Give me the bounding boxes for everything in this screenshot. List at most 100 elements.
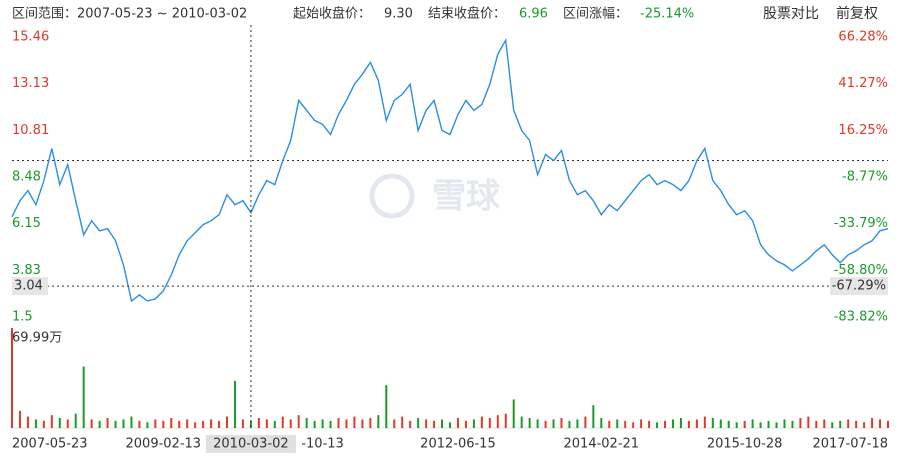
- price-line: [11, 37, 889, 303]
- volume-bar: [847, 419, 850, 428]
- volume-bar: [568, 420, 571, 428]
- y2-tick-label: -58.80%: [834, 263, 888, 278]
- stat-label: 结束收盘价：: [428, 6, 506, 22]
- volume-bar: [767, 420, 770, 428]
- volume-bar: [202, 420, 205, 428]
- volume-bar: [449, 422, 451, 428]
- volume-bar: [512, 399, 515, 428]
- volume-bar: [114, 420, 117, 428]
- volume-bar: [759, 422, 762, 428]
- adjust-button[interactable]: 前复权: [836, 5, 878, 22]
- volume-bar: [616, 419, 619, 428]
- volume-bar: [337, 417, 340, 428]
- x-tick-label: 2014-02-21: [564, 437, 640, 452]
- y2-tick-label: -8.77%: [842, 170, 888, 185]
- y2-tick-label: -83.82%: [834, 310, 888, 325]
- volume-bar: [122, 419, 125, 428]
- volume-bar: [488, 417, 491, 428]
- volume-bar: [289, 419, 292, 428]
- volume-bar: [863, 422, 866, 428]
- volume-bar: [576, 419, 579, 428]
- volume-bar: [186, 419, 189, 428]
- volume-bar: [791, 420, 794, 428]
- volume-bar: [178, 420, 181, 428]
- volume-bar: [273, 420, 276, 428]
- volume-bar: [695, 419, 698, 428]
- volume-bar: [353, 416, 356, 428]
- y-tick-label: 1.5: [12, 310, 33, 325]
- volume-bar: [138, 420, 141, 428]
- volume-bar: [34, 419, 37, 428]
- volume-bar: [106, 417, 109, 428]
- volume-bar: [871, 417, 874, 428]
- crosshair-y-label: 3.04: [14, 279, 43, 294]
- volume-bar: [361, 419, 364, 428]
- y-tick-label: 6.15: [12, 216, 41, 231]
- volume-bar: [417, 417, 420, 428]
- volume-bar: [385, 385, 388, 428]
- volume-bar: [241, 419, 244, 428]
- volume-bar: [879, 419, 882, 428]
- y2-tick-label: 41.27%: [838, 76, 888, 91]
- volume-bar: [154, 419, 157, 428]
- volume-bar: [50, 415, 53, 428]
- volume-bar: [648, 420, 651, 428]
- volume-bar: [855, 420, 858, 428]
- volume-bar: [520, 416, 523, 428]
- volume-bar: [584, 416, 587, 428]
- volume-bar: [743, 420, 746, 428]
- volume-bar: [664, 420, 667, 428]
- volume-bar: [305, 417, 308, 428]
- volume-bar: [727, 420, 730, 428]
- volume-bar: [600, 417, 603, 428]
- volume-bar: [552, 419, 555, 428]
- x-tick-label: 2015-10-28: [707, 437, 783, 452]
- volume-bar: [98, 420, 101, 428]
- volume-bar: [703, 416, 706, 428]
- y-tick-label: 15.46: [12, 30, 49, 45]
- x-tick-label: -10-13: [301, 437, 343, 452]
- volume-bar: [560, 417, 563, 428]
- volume-bar: [656, 422, 659, 428]
- volume-bar: [194, 422, 197, 428]
- volume-bar: [783, 419, 786, 428]
- volume-bar: [679, 417, 682, 428]
- volume-bar: [640, 419, 643, 428]
- stat-label: 起始收盘价：: [293, 6, 371, 22]
- y-tick-label: 8.48: [12, 170, 41, 185]
- volume-bar: [42, 420, 45, 428]
- volume-bar: [887, 420, 889, 428]
- y2-tick-label: 66.28%: [838, 30, 888, 45]
- volume-bar: [18, 410, 21, 428]
- compare-button[interactable]: 股票对比: [763, 6, 819, 22]
- watermark: 雪球: [432, 177, 501, 217]
- volume-bar: [472, 419, 475, 428]
- volume-bar: [377, 415, 380, 428]
- volume-bar: [823, 419, 826, 428]
- volume-bar: [624, 420, 627, 428]
- x-tick-label: 2007-05-23: [12, 437, 88, 452]
- volume-bar: [409, 420, 412, 428]
- volume-bar: [345, 419, 348, 428]
- volume-bar: [528, 417, 531, 428]
- stat-value: 9.30: [384, 7, 413, 22]
- volume-bar: [226, 416, 229, 428]
- volume-bar: [464, 420, 467, 428]
- crosshair-x-box: [205, 435, 296, 453]
- watermark-logo: [369, 173, 415, 219]
- volume-bar: [735, 422, 738, 428]
- volume-max-label: 69.99万: [12, 331, 62, 346]
- volume-bar: [839, 420, 842, 428]
- stat-label: 区间涨幅：: [563, 7, 628, 22]
- volume-bar: [831, 422, 834, 428]
- volume-bar: [82, 366, 85, 428]
- volume-bar: [369, 417, 372, 428]
- volume-bar: [632, 422, 635, 428]
- volume-bar: [265, 419, 268, 428]
- volume-bar: [425, 419, 428, 428]
- stat-value: 6.96: [519, 7, 548, 22]
- volume-bar: [401, 416, 404, 428]
- volume-bar: [74, 413, 77, 428]
- volume-bar: [711, 417, 714, 428]
